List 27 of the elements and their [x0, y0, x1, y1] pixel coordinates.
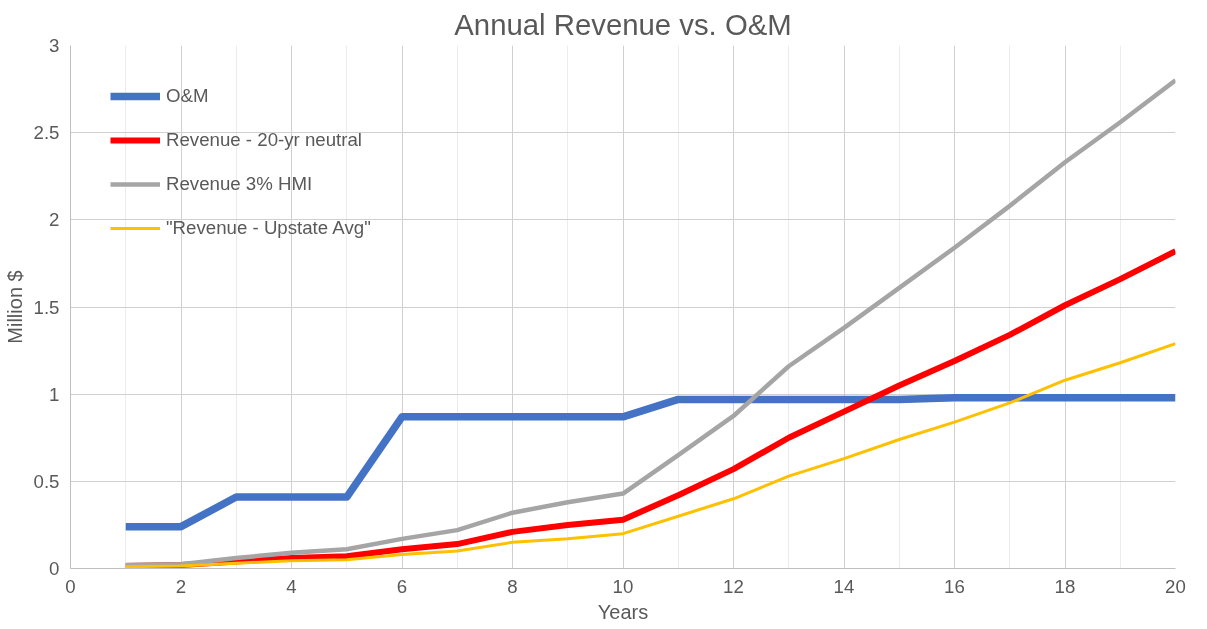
legend-label: Revenue 3% HMI	[166, 173, 313, 195]
x-axis-title: Years	[597, 600, 649, 623]
x-tick-label: 20	[1165, 575, 1186, 597]
y-tick-label: 0	[49, 558, 60, 579]
line-series	[124, 342, 1176, 569]
y-tick-label: 1	[49, 383, 60, 405]
legend-label: O&M	[166, 85, 209, 107]
x-tick-label: 16	[944, 575, 965, 597]
y-tick-label: 0.5	[33, 470, 60, 492]
x-tick-label: 12	[723, 575, 744, 597]
chart-title: Annual Revenue vs. O&M	[454, 7, 792, 41]
x-tick-label: 10	[612, 575, 634, 597]
y-tick-label: 2.5	[33, 122, 60, 144]
y-tick-label: 3	[49, 35, 60, 56]
x-tick-label: 0	[65, 575, 76, 597]
x-tick-label: 14	[833, 575, 855, 597]
x-tick-label: 6	[396, 575, 408, 597]
y-axis-title: Million $	[3, 270, 26, 344]
x-tick-label: 2	[175, 575, 187, 597]
x-tick-label: 18	[1054, 575, 1076, 597]
y-tick-label: 2	[49, 209, 60, 231]
line-series	[123, 78, 1176, 568]
x-tick-label: 8	[507, 575, 518, 597]
y-tick-label: 1.5	[33, 296, 60, 318]
legend-label: Revenue - 20-yr neutral	[166, 129, 362, 151]
x-tick-label: 4	[286, 575, 297, 597]
legend-label: "Revenue - Upstate Avg"	[166, 217, 371, 239]
